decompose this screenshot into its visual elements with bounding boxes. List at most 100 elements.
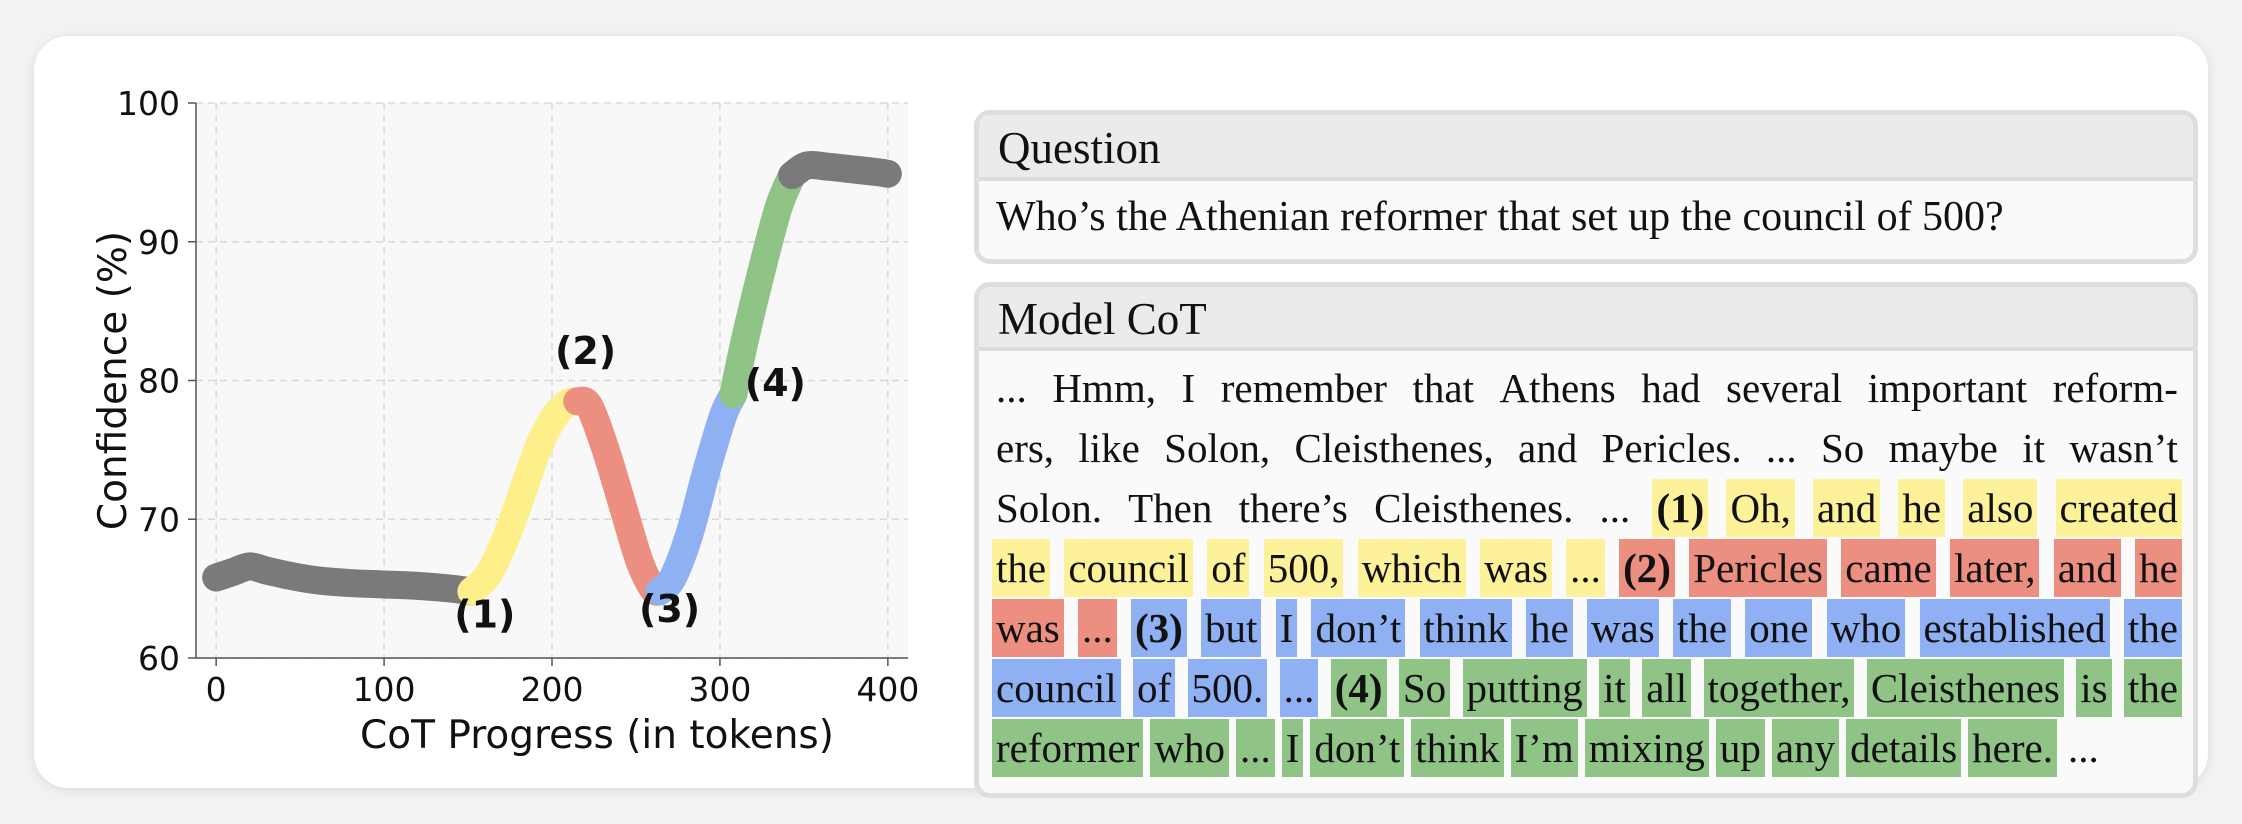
cot-word: Cleisthenes, bbox=[1294, 425, 1494, 471]
cot-word-green: I bbox=[1281, 719, 1304, 777]
cot-word: Hmm, bbox=[1052, 365, 1156, 411]
cot-word-green: reformer bbox=[992, 719, 1144, 777]
cot-word-yellow: created bbox=[2055, 479, 2182, 537]
annotation-label-1: (1) bbox=[454, 592, 515, 636]
cot-line: the council of 500, which was... (2) Pericles ca… bbox=[992, 539, 2182, 597]
cot-word-yellow: council bbox=[1064, 539, 1194, 597]
cot-word-red: was bbox=[992, 599, 1064, 657]
cot-word-yellow: 500, bbox=[1263, 539, 1344, 597]
x-tick-label: 0 bbox=[206, 670, 227, 709]
y-tick-label: 90 bbox=[138, 223, 180, 262]
x-tick-label: 100 bbox=[353, 670, 416, 709]
cot-word-red: Pericles bbox=[1689, 539, 1828, 597]
cot-word-green: is bbox=[2076, 659, 2112, 717]
cot-word: Solon. bbox=[996, 485, 1102, 531]
cot-word-blue: the bbox=[2123, 599, 2182, 657]
y-tick-label: 80 bbox=[138, 362, 180, 401]
cot-word-green: up bbox=[1715, 719, 1765, 777]
x-axis-label: CoT Progress (in tokens) bbox=[360, 713, 834, 758]
cot-word-red: (2) bbox=[1619, 539, 1675, 597]
cot-word-red: later, bbox=[1950, 539, 2040, 597]
cot-word-green: details bbox=[1846, 719, 1962, 777]
cot-line: ers, like Solon, Cleisthenes, and Pericles...… bbox=[996, 419, 2178, 477]
annotation-label-3: (3) bbox=[639, 587, 700, 631]
cot-word: Solon, bbox=[1164, 425, 1271, 471]
cot-word-green: any bbox=[1771, 719, 1840, 777]
cot-word-yellow: (1) bbox=[1652, 479, 1709, 537]
cot-word: ... bbox=[1765, 425, 1797, 471]
cot-word-green: think bbox=[1411, 719, 1504, 777]
cot-word: ers, bbox=[996, 425, 1055, 471]
cot-word-blue: he bbox=[1526, 599, 1573, 657]
figure-card: 0 100 200 300 400 60 70 80 90 100 (1) (2) (3) (4) CoT … bbox=[34, 36, 2208, 798]
cot-word: there’s bbox=[1238, 485, 1348, 531]
cot-word: So bbox=[1820, 425, 1865, 471]
cot-word: Cleisthenes. bbox=[1374, 485, 1574, 531]
model-cot-title: Model CoT bbox=[979, 287, 2193, 351]
cot-word-green: all bbox=[1642, 659, 1692, 717]
cot-word-green: who bbox=[1150, 719, 1230, 777]
cot-word-blue: 500. bbox=[1187, 659, 1268, 717]
cot-word-blue: who bbox=[1826, 599, 1906, 657]
cot-word: that bbox=[1412, 365, 1474, 411]
annotation-label-2: (2) bbox=[555, 329, 616, 373]
cot-word-blue: don’t bbox=[1311, 599, 1406, 657]
cot-word-yellow: he bbox=[1898, 479, 1946, 537]
cot-word-blue: established bbox=[1919, 599, 2110, 657]
cot-word-green: mixing bbox=[1584, 719, 1709, 777]
cot-word-red: ... bbox=[1077, 599, 1117, 657]
cot-word-green: I’m bbox=[1510, 719, 1578, 777]
cot-word-red: and bbox=[2053, 539, 2121, 597]
cot-word-yellow: which bbox=[1357, 539, 1466, 597]
cot-word: reform- bbox=[2052, 365, 2178, 411]
cot-word: ... bbox=[2067, 725, 2099, 771]
cot-word-red: he bbox=[2135, 539, 2182, 597]
annotation-label-4: (4) bbox=[745, 361, 806, 405]
x-tick-label: 200 bbox=[521, 670, 584, 709]
cot-word: Athens bbox=[1499, 365, 1616, 411]
x-tick-label: 400 bbox=[856, 670, 919, 709]
cot-line: Solon. Then there’s Cleisthenes.... (1) Oh, an… bbox=[996, 479, 2182, 537]
cot-word: several bbox=[1726, 365, 1843, 411]
cot-word-green: Cleisthenes bbox=[1866, 659, 2064, 717]
cot-word-green: ... bbox=[1236, 719, 1275, 777]
cot-word-green: it bbox=[1599, 659, 1630, 717]
cot-word: and bbox=[1518, 425, 1578, 471]
series-line-5 bbox=[778, 150, 902, 190]
cot-word: wasn’t bbox=[2069, 425, 2178, 471]
cot-word-blue: of bbox=[1133, 659, 1176, 717]
y-axis-label: Confidence (%) bbox=[91, 231, 136, 530]
x-tick-label: 300 bbox=[688, 670, 751, 709]
cot-word-blue: council bbox=[992, 659, 1121, 717]
y-tick-label: 100 bbox=[117, 84, 180, 123]
series-line-3 bbox=[645, 380, 748, 606]
cot-word-blue: (3) bbox=[1130, 599, 1187, 657]
cot-word-yellow: Oh, bbox=[1726, 479, 1795, 537]
cot-word-yellow: of bbox=[1207, 539, 1250, 597]
cot-word-yellow: and bbox=[1813, 479, 1881, 537]
cot-word: maybe bbox=[1888, 425, 1998, 471]
series-line-4 bbox=[719, 161, 807, 409]
cot-word-green: putting bbox=[1462, 659, 1587, 717]
cot-word: ... bbox=[996, 365, 1027, 411]
y-tick-label: 70 bbox=[138, 500, 180, 539]
cot-word: important bbox=[1867, 365, 2028, 411]
cot-word-green: the bbox=[2123, 659, 2182, 717]
cot-word-yellow: the bbox=[992, 539, 1051, 597]
cot-word: remember bbox=[1220, 365, 1387, 411]
cot-word-blue: think bbox=[1419, 599, 1512, 657]
cot-word-blue: the bbox=[1672, 599, 1732, 657]
cot-word-blue: I bbox=[1275, 599, 1298, 657]
cot-word-blue: ... bbox=[1279, 659, 1319, 717]
cot-word: like bbox=[1078, 425, 1140, 471]
confidence-chart: 0 100 200 300 400 60 70 80 90 100 (1) (2) (3) (4) CoT … bbox=[91, 84, 919, 758]
cot-word-green: (4) bbox=[1330, 659, 1387, 717]
cot-word-green: don’t bbox=[1310, 719, 1405, 777]
cot-word: ... bbox=[1599, 485, 1631, 531]
cot-word-blue: was bbox=[1586, 599, 1659, 657]
cot-word-green: So bbox=[1398, 659, 1451, 717]
